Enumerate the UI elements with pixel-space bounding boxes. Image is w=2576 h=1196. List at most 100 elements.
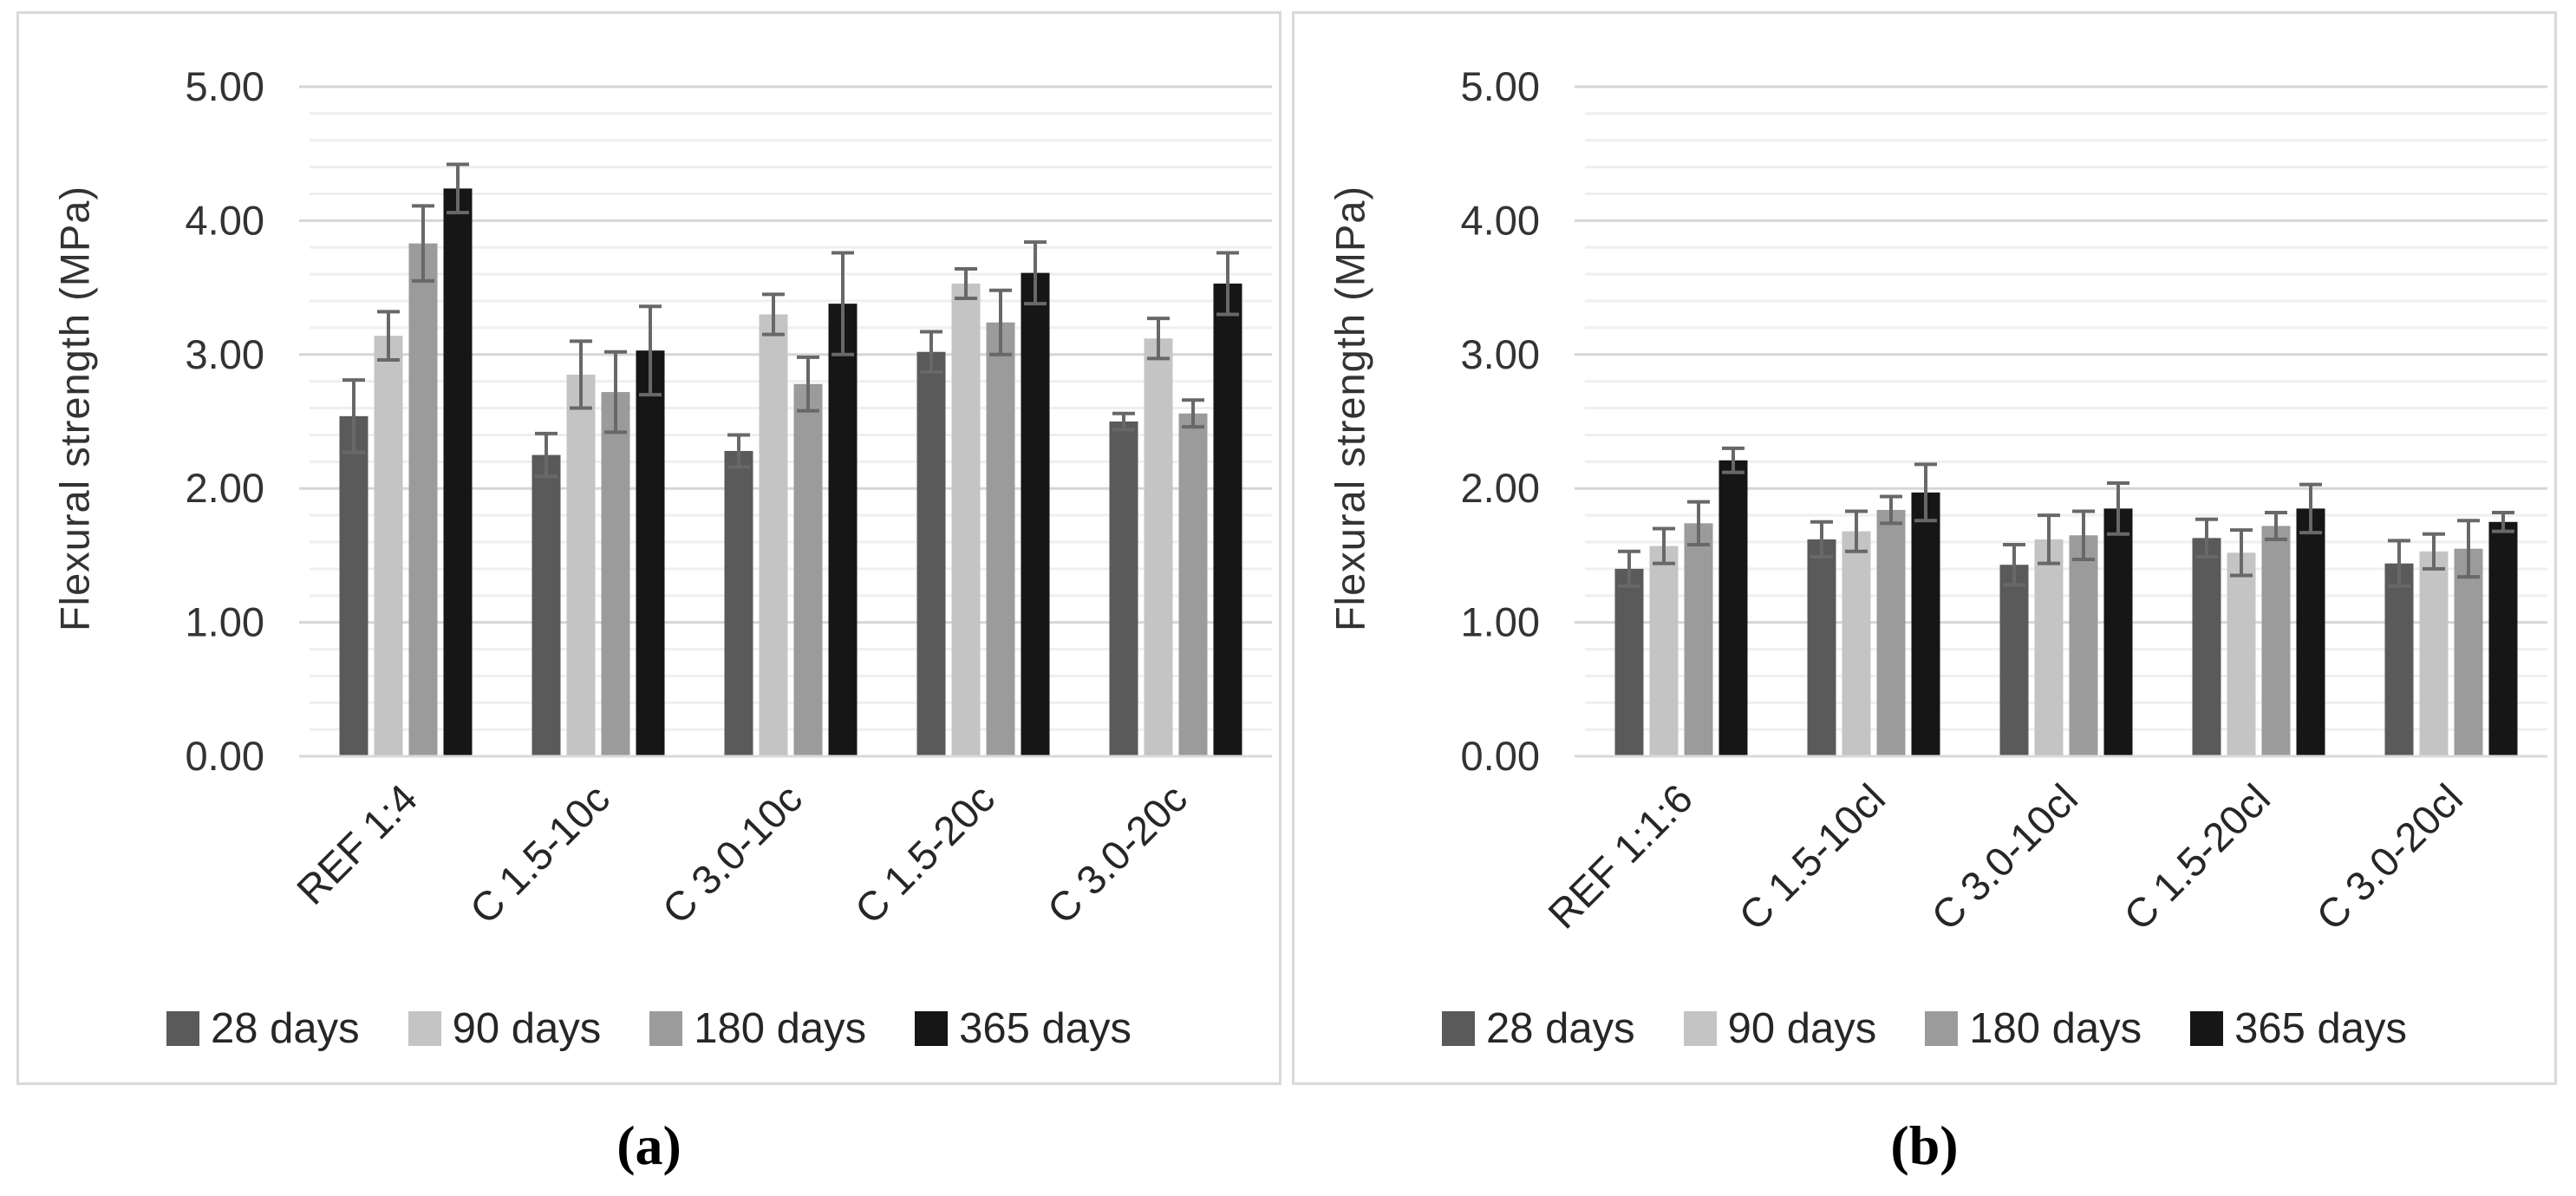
bar-28-days [2192, 538, 2221, 756]
y-tick-label: 5.00 [1461, 63, 1540, 109]
bar-180-days [408, 243, 438, 756]
error-bar [2003, 543, 2025, 587]
y-tick-label: 3.00 [1461, 331, 1540, 377]
y-axis-title-text: Flexural strength (MPa) [1327, 185, 1373, 632]
error-bar [535, 431, 558, 479]
legend-label: 90 days [1727, 1005, 1877, 1052]
legend-b: 28 days 90 days 180 days 365 days [1295, 1004, 2554, 1053]
error-bar [1112, 411, 1135, 432]
bar-90-days [2227, 552, 2256, 756]
caption-b: (b) [1890, 1114, 1959, 1176]
x-category-label: C 1.5-20cl [2115, 775, 2279, 939]
x-category-label: C 1.5-10c [460, 775, 618, 933]
error-bar [1216, 251, 1239, 317]
y-tick-label: 0.00 [186, 733, 264, 779]
bar-90-days [2419, 551, 2449, 756]
error-bar [1810, 520, 1833, 559]
error-bar [2457, 519, 2480, 579]
legend-swatch [408, 1011, 441, 1046]
bar-28-days [724, 450, 753, 756]
y-tick-label: 3.00 [186, 331, 264, 377]
x-category-label: C 3.0-10cl [1922, 775, 2086, 939]
legend-label: 180 days [694, 1005, 867, 1052]
bar-90-days [1842, 531, 1871, 756]
legend-item-365-days: 365 days [2190, 1004, 2407, 1053]
error-bar [762, 292, 785, 337]
bar-180-days [793, 383, 823, 756]
error-bar [1880, 494, 1902, 526]
error-bar [570, 339, 592, 410]
legend-label: 28 days [211, 1005, 360, 1052]
error-bar [2265, 510, 2287, 541]
error-bar [831, 251, 854, 356]
legend-item-90-days: 90 days [408, 1004, 602, 1053]
error-bar [412, 204, 434, 283]
legend-label: 180 days [1969, 1005, 2142, 1052]
bar-28-days [1109, 422, 1138, 756]
x-category-label: C 3.0-20c [1038, 775, 1196, 933]
bar-180-days [2069, 535, 2098, 756]
bar-90-days [951, 283, 981, 756]
error-bar [1845, 509, 1868, 553]
bar-180-days [986, 322, 1015, 756]
error-bar [797, 355, 819, 413]
error-bar [920, 330, 942, 374]
error-bar [727, 433, 750, 469]
bar-365-days [2103, 508, 2133, 756]
legend-a: 28 days 90 days 180 days 365 days [19, 1004, 1279, 1053]
x-category-label: C 1.5-10cl [1730, 775, 1894, 939]
y-tick-label: 2.00 [1461, 465, 1540, 511]
legend-swatch [1442, 1011, 1475, 1046]
bar-365-days [828, 304, 858, 756]
error-bar [1914, 462, 1937, 523]
error-bar [1618, 549, 1640, 588]
bar-28-days [532, 454, 561, 756]
error-bar [2492, 510, 2514, 533]
error-bar [2230, 528, 2253, 578]
bar-28-days [916, 351, 946, 756]
bar-365-days [1213, 283, 1242, 756]
legend-item-180-days: 180 days [649, 1004, 866, 1053]
x-category-label: C 1.5-20c [845, 775, 1003, 933]
error-bar [2107, 481, 2129, 536]
chart-b: REF 1:1:6 C 1.5-10cl C 3.0-10cl C 1.5-20cl C… [1295, 14, 2554, 1082]
x-category-label: C 3.0-20cl [2307, 775, 2471, 939]
bar-365-days [1718, 460, 1748, 756]
legend-item-180-days: 180 days [1925, 1004, 2142, 1053]
bar-90-days [2034, 539, 2064, 756]
bar-90-days [566, 374, 596, 756]
error-bar [1024, 240, 1047, 306]
bar-365-days [443, 188, 473, 756]
legend-label: 28 days [1486, 1005, 1635, 1052]
y-tick-label: 4.00 [186, 197, 264, 243]
error-bar [342, 378, 365, 454]
bar-90-days [374, 336, 403, 756]
error-bar [989, 288, 1012, 356]
bar-90-days [1649, 546, 1679, 756]
legend-swatch [1925, 1011, 1959, 1046]
x-category-label: REF 1:1:6 [1539, 775, 1701, 938]
bar-28-days [1614, 568, 1644, 756]
bar-180-days [2454, 548, 2483, 756]
bar-chart: REF 1:4 C 1.5-10c C 3.0-10c C 1.5-20c C 3.0-… [186, 63, 1272, 933]
chart-a: REF 1:4 C 1.5-10c C 3.0-10c C 1.5-20c C 3.0-… [19, 14, 1279, 1082]
legend-swatch [1683, 1011, 1717, 1046]
bar-180-days [601, 392, 630, 756]
bar-365-days [636, 350, 665, 756]
error-bar [2388, 539, 2410, 588]
legend-label: 90 days [452, 1005, 602, 1052]
y-tick-label: 1.00 [1461, 599, 1540, 645]
panel-a: REF 1:4 C 1.5-10c C 3.0-10c C 1.5-20c C 3.0-… [16, 11, 1281, 1085]
y-tick-label: 1.00 [186, 599, 264, 645]
bar-180-days [2261, 526, 2291, 756]
legend-swatch [915, 1011, 949, 1046]
legend-swatch [166, 1011, 199, 1046]
bar-90-days [1144, 338, 1173, 756]
legend-item-90-days: 90 days [1683, 1004, 1877, 1053]
error-bar [2072, 509, 2095, 562]
x-category-label: C 3.0-10c [653, 775, 811, 933]
error-bar [2299, 482, 2322, 535]
bar-365-days [2488, 521, 2518, 756]
legend-item-365-days: 365 days [915, 1004, 1131, 1053]
